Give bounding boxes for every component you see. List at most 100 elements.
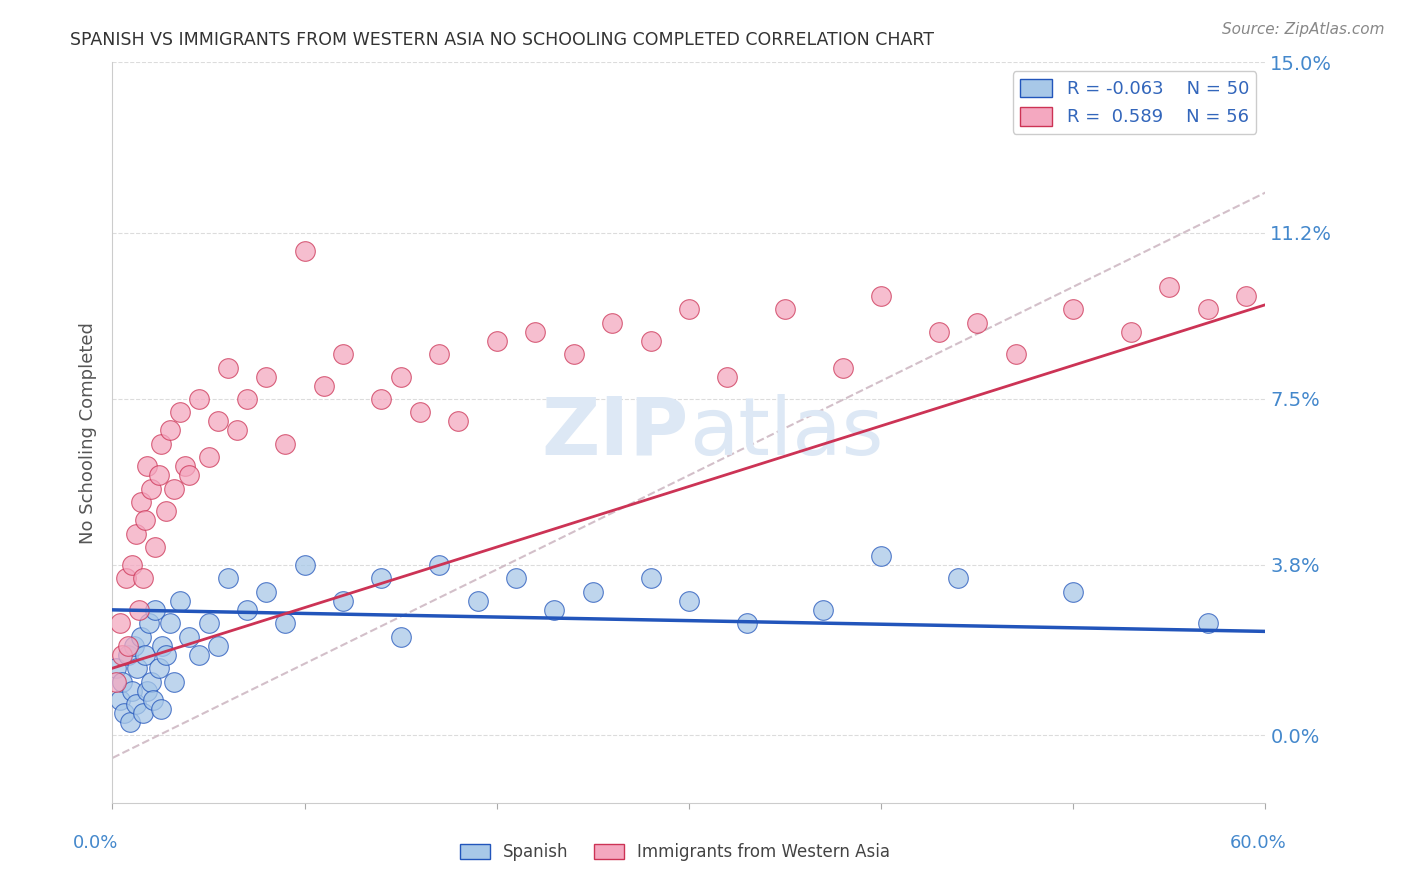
Point [169, 405, 191, 419]
Point [312, 378, 335, 392]
Point [543, 603, 565, 617]
Point [678, 594, 700, 608]
Point [121, 683, 143, 698]
Point [813, 603, 835, 617]
Point [389, 369, 412, 384]
Point [134, 513, 156, 527]
Point [427, 558, 450, 572]
Point [169, 594, 191, 608]
Point [928, 325, 950, 339]
Point [370, 571, 392, 585]
Point [128, 603, 150, 617]
Point [254, 585, 277, 599]
Point [115, 571, 138, 585]
Point [105, 674, 128, 689]
Point [155, 504, 177, 518]
Point [678, 302, 700, 317]
Point [129, 495, 153, 509]
Point [217, 360, 239, 375]
Text: atlas: atlas [689, 393, 883, 472]
Point [118, 714, 141, 729]
Point [188, 648, 211, 662]
Point [197, 616, 219, 631]
Point [163, 482, 186, 496]
Point [148, 661, 170, 675]
Point [274, 616, 297, 631]
Point [179, 630, 201, 644]
Point [117, 639, 139, 653]
Point [716, 369, 738, 384]
Point [174, 459, 197, 474]
Point [370, 392, 392, 406]
Point [1062, 585, 1084, 599]
Point [129, 630, 153, 644]
Point [389, 630, 412, 644]
Point [332, 347, 354, 361]
Point [139, 674, 162, 689]
Point [236, 392, 259, 406]
Point [117, 648, 139, 662]
Point [870, 549, 893, 563]
Point [524, 325, 547, 339]
Point [207, 639, 229, 653]
Point [485, 334, 508, 348]
Point [188, 392, 211, 406]
Text: ZIP: ZIP [541, 393, 689, 472]
Point [640, 334, 662, 348]
Point [1119, 325, 1142, 339]
Point [143, 603, 166, 617]
Text: 0.0%: 0.0% [73, 834, 118, 852]
Y-axis label: No Schooling Completed: No Schooling Completed [79, 322, 97, 543]
Point [138, 616, 160, 631]
Point [124, 526, 146, 541]
Point [1159, 280, 1181, 294]
Point [111, 674, 134, 689]
Point [254, 369, 277, 384]
Point [447, 414, 470, 428]
Point [124, 697, 146, 711]
Point [226, 423, 249, 437]
Point [111, 648, 134, 662]
Point [149, 701, 172, 715]
Legend: R = -0.063    N = 50, R =  0.589    N = 56: R = -0.063 N = 50, R = 0.589 N = 56 [1012, 71, 1257, 134]
Point [132, 706, 155, 720]
Point [108, 616, 131, 631]
Point [640, 571, 662, 585]
Text: Source: ZipAtlas.com: Source: ZipAtlas.com [1222, 22, 1385, 37]
Point [870, 289, 893, 303]
Point [127, 661, 149, 675]
Point [197, 450, 219, 465]
Point [142, 692, 165, 706]
Point [163, 674, 186, 689]
Point [294, 244, 316, 258]
Point [427, 347, 450, 361]
Point [467, 594, 489, 608]
Point [1004, 347, 1026, 361]
Point [121, 558, 143, 572]
Point [143, 540, 166, 554]
Point [1197, 616, 1219, 631]
Point [1234, 289, 1257, 303]
Point [149, 437, 172, 451]
Point [735, 616, 758, 631]
Point [582, 585, 605, 599]
Point [1197, 302, 1219, 317]
Point [966, 316, 988, 330]
Point [332, 594, 354, 608]
Point [159, 616, 181, 631]
Point [773, 302, 796, 317]
Point [159, 423, 181, 437]
Point [148, 468, 170, 483]
Point [294, 558, 316, 572]
Legend: Spanish, Immigrants from Western Asia: Spanish, Immigrants from Western Asia [453, 837, 897, 868]
Point [946, 571, 969, 585]
Point [132, 571, 155, 585]
Point [122, 639, 145, 653]
Point [600, 316, 623, 330]
Point [409, 405, 432, 419]
Point [152, 639, 174, 653]
Point [831, 360, 853, 375]
Point [139, 482, 162, 496]
Point [1062, 302, 1084, 317]
Text: 60.0%: 60.0% [1230, 834, 1286, 852]
